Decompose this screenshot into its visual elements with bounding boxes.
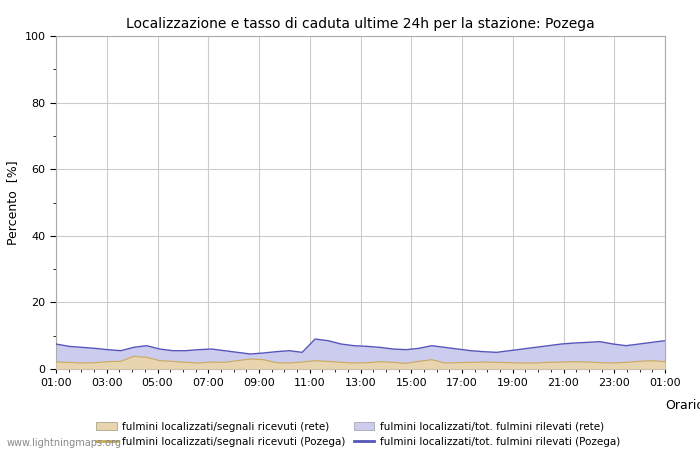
Y-axis label: Percento  [%]: Percento [%] bbox=[6, 160, 19, 245]
Legend: fulmini localizzati/segnali ricevuti (rete), fulmini localizzati/segnali ricevut: fulmini localizzati/segnali ricevuti (re… bbox=[92, 418, 624, 450]
Title: Localizzazione e tasso di caduta ultime 24h per la stazione: Pozega: Localizzazione e tasso di caduta ultime … bbox=[126, 17, 595, 31]
Text: Orario: Orario bbox=[665, 399, 700, 412]
Text: www.lightningmaps.org: www.lightningmaps.org bbox=[7, 438, 122, 448]
